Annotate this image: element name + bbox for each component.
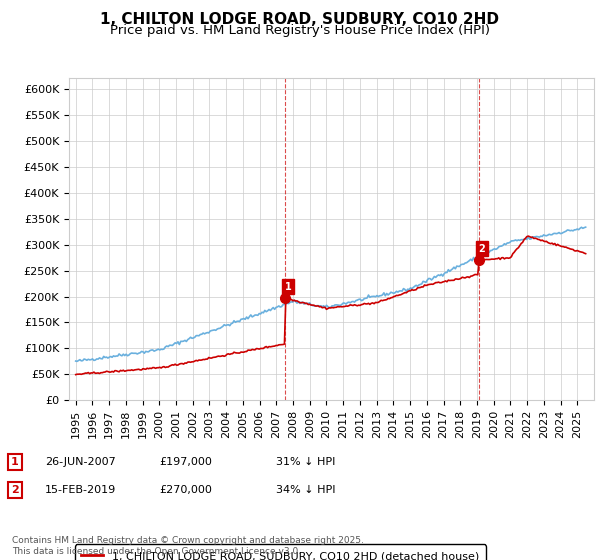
Text: 26-JUN-2007: 26-JUN-2007 — [45, 457, 116, 467]
Text: 31% ↓ HPI: 31% ↓ HPI — [276, 457, 335, 467]
Text: Price paid vs. HM Land Registry's House Price Index (HPI): Price paid vs. HM Land Registry's House … — [110, 24, 490, 37]
Text: £270,000: £270,000 — [159, 485, 212, 495]
Text: 15-FEB-2019: 15-FEB-2019 — [45, 485, 116, 495]
Text: 2: 2 — [479, 244, 485, 254]
Text: 1: 1 — [11, 457, 19, 467]
Text: 1: 1 — [284, 282, 292, 292]
Text: 1, CHILTON LODGE ROAD, SUDBURY, CO10 2HD: 1, CHILTON LODGE ROAD, SUDBURY, CO10 2HD — [101, 12, 499, 27]
Legend: 1, CHILTON LODGE ROAD, SUDBURY, CO10 2HD (detached house), HPI: Average price, d: 1, CHILTON LODGE ROAD, SUDBURY, CO10 2HD… — [74, 544, 486, 560]
Text: Contains HM Land Registry data © Crown copyright and database right 2025.
This d: Contains HM Land Registry data © Crown c… — [12, 536, 364, 556]
Text: 2: 2 — [11, 485, 19, 495]
Text: £197,000: £197,000 — [159, 457, 212, 467]
Text: 34% ↓ HPI: 34% ↓ HPI — [276, 485, 335, 495]
